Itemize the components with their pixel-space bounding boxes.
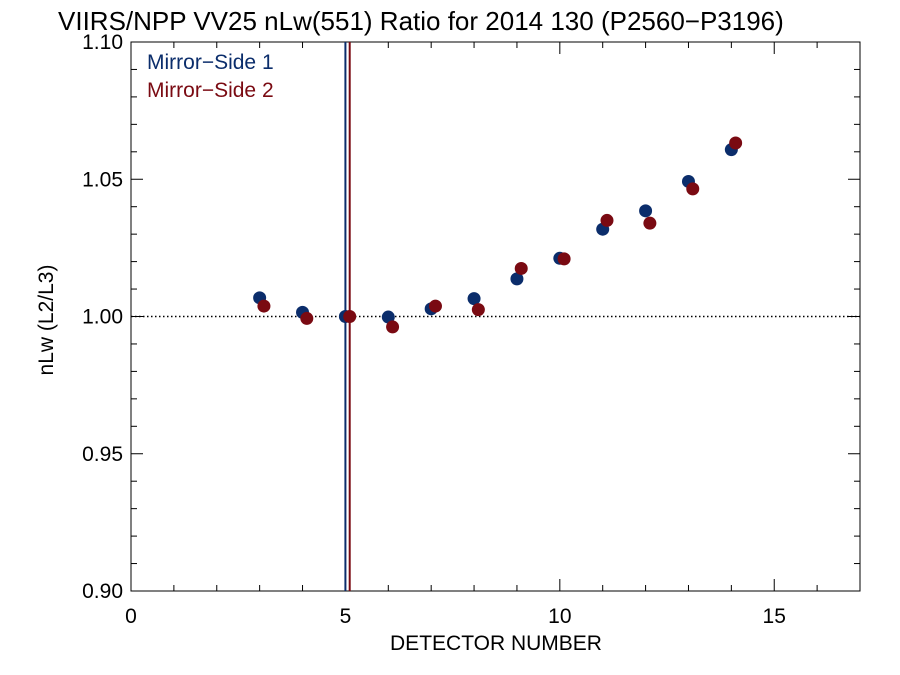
data-point-series-2 xyxy=(600,213,614,227)
plot-area: 0 5 10 15 0.90 0.95 1.00 1.05 1.10 xyxy=(82,31,861,628)
x-tick-label: 15 xyxy=(763,605,786,628)
data-point-series-2 xyxy=(428,299,442,313)
data-point-series-2 xyxy=(643,216,657,230)
data-point-series-2 xyxy=(514,261,528,275)
data-point-series-1 xyxy=(467,292,481,306)
chart-title: VIIRS/NPP VV25 nLw(551) Ratio for 2014 1… xyxy=(58,6,784,36)
x-tick-label: 10 xyxy=(548,605,571,628)
y-tick-label: 1.00 xyxy=(82,306,123,329)
y-tick-label: 1.10 xyxy=(82,31,123,54)
y-tick-label: 1.05 xyxy=(82,168,123,191)
data-point-series-2 xyxy=(300,311,314,325)
x-axis-label: DETECTOR NUMBER xyxy=(390,632,602,655)
data-point-series-2 xyxy=(257,299,271,313)
legend-item-mirror-side-1: Mirror−Side 1 xyxy=(147,51,274,74)
data-point-series-2 xyxy=(686,182,700,196)
data-point-series-2 xyxy=(386,320,400,334)
data-point-series-2 xyxy=(729,136,743,150)
data-point-series-2 xyxy=(343,310,357,323)
y-axis-label-group: nLw (L2/L3) xyxy=(35,265,58,376)
data-point-series-1 xyxy=(510,272,524,286)
y-tick-label: 0.90 xyxy=(82,580,123,603)
data-point-series-1 xyxy=(381,310,395,324)
x-axis-label-group: DETECTOR NUMBER xyxy=(390,632,602,655)
y-axis-label: nLw (L2/L3) xyxy=(35,265,58,376)
legend-item-mirror-side-2: Mirror−Side 2 xyxy=(147,79,274,102)
x-tick-label: 0 xyxy=(125,605,137,628)
y-tick-label: 0.95 xyxy=(82,443,123,466)
data-point-series-2 xyxy=(471,303,485,317)
data-point-series-1 xyxy=(639,204,653,218)
x-tick-label: 5 xyxy=(340,605,352,628)
legend: Mirror−Side 1 Mirror−Side 2 xyxy=(147,51,274,102)
data-point-series-2 xyxy=(557,252,571,266)
